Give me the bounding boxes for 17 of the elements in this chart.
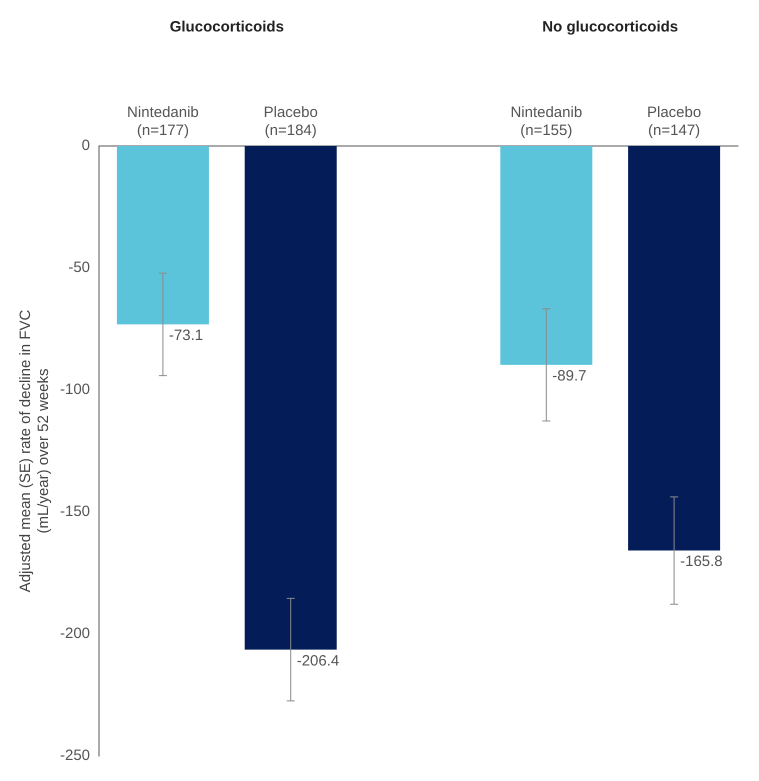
y-tick-label: -250 [60,747,90,764]
x-tick-label: Placebo (n=184) [264,104,318,140]
y-axis-title: Adjusted mean (SE) rate of decline in FVC (mL/year) over 52 weeks [17,310,52,592]
x-tick-label: Nintedanib (n=155) [510,104,582,140]
data-label: -206.4 [296,652,340,670]
data-label: -89.7 [552,368,587,385]
x-tick-label: Nintedanib (n=177) [127,104,199,140]
data-label: -165.8 [680,553,723,570]
text: Glucocorticoids [170,18,284,36]
data-label: -73.1 [168,327,204,344]
y-tick-label: -100 [60,381,90,398]
text: No glucocorticoids [542,18,678,36]
y-tick-label: -50 [68,259,90,276]
y-tick-label: -150 [60,503,90,520]
y-tick-label: 0 [82,137,90,154]
y-tick-label: -200 [60,625,90,642]
x-tick-label: Placebo (n=147) [646,104,702,140]
